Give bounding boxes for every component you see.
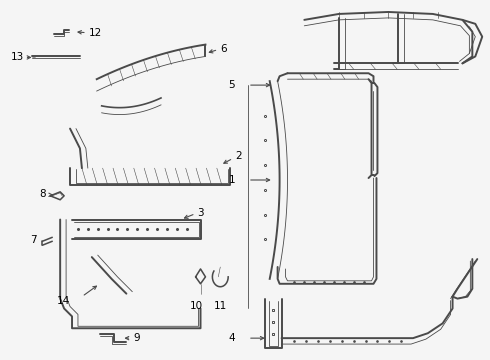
Text: 6: 6 xyxy=(220,44,227,54)
Text: 1: 1 xyxy=(228,175,235,185)
Text: 11: 11 xyxy=(214,301,227,311)
Text: 2: 2 xyxy=(235,151,242,161)
Text: 14: 14 xyxy=(57,296,70,306)
Text: 13: 13 xyxy=(11,53,24,62)
Text: 7: 7 xyxy=(30,235,36,245)
Text: 9: 9 xyxy=(133,333,140,343)
Text: 4: 4 xyxy=(228,333,235,343)
Text: 8: 8 xyxy=(40,189,47,199)
Text: 10: 10 xyxy=(190,301,203,311)
Text: 5: 5 xyxy=(228,80,235,90)
Text: 3: 3 xyxy=(197,208,204,217)
Text: 12: 12 xyxy=(89,28,102,38)
